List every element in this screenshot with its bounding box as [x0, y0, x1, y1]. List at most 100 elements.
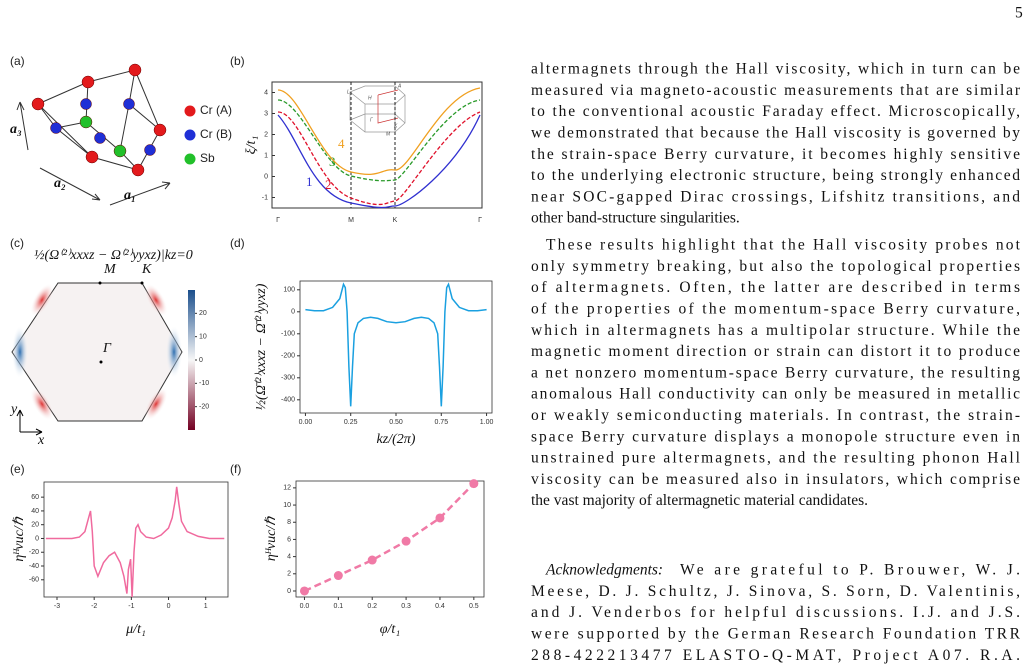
axis-label: a₁ [124, 188, 136, 203]
band [277, 87, 481, 176]
x-axis-label: kz/(2π) [377, 432, 416, 447]
y-tick-label: -20 [29, 549, 39, 556]
heatmap-title: ½(Ω⁽²⁾xxxz − Ω⁽²⁾yyxz)|kz=0 [34, 248, 193, 263]
x-tick-label: 0.3 [401, 603, 411, 610]
x-tick-label: 0.0 [300, 603, 310, 610]
crystal [16, 63, 171, 206]
y-tick-label: 8 [287, 519, 291, 526]
x-tick-label: 0.2 [367, 603, 377, 610]
x-tick-label: Γ [478, 217, 482, 224]
y-tick-label: -200 [281, 353, 295, 360]
y-axis-label: ηᴴvuc/ℏ [12, 516, 27, 561]
band-label: 1 [306, 174, 313, 189]
y-tick-label: -400 [281, 397, 295, 404]
x-tick-label: M [348, 217, 354, 224]
data-point [367, 555, 377, 565]
lead: Acknowledgments: [545, 562, 663, 579]
text-line: measured via magneto-acoustic measuremen… [531, 82, 1021, 99]
plot-frame [295, 480, 485, 598]
data-line [303, 482, 475, 593]
text-line: These results highlight that the Hall vi… [546, 237, 1021, 254]
y-tick-label: 10 [283, 502, 291, 509]
y-tick-label: 4 [287, 553, 291, 560]
y-tick-label: 4 [264, 89, 268, 96]
x-tick-label: -2 [91, 603, 97, 610]
y-tick-label: -40 [29, 563, 39, 570]
y-tick-label: 2 [287, 571, 291, 578]
x-tick-label: 0.1 [333, 603, 343, 610]
text-line: 288-422213477 ELASTO-Q-MAT, Project A07.… [531, 647, 1020, 664]
y-axis-label: ξ/t₁ [244, 136, 259, 155]
x-tick-label: 0.75 [434, 419, 448, 426]
x-tick-label: 0.25 [344, 419, 358, 426]
text-line: of altermagnets. Often, the latter are d… [531, 279, 1020, 296]
data-line [305, 282, 487, 407]
colorbar-tick-label: -10 [199, 380, 209, 387]
text-line: we demonstrated that because the Hall vi… [531, 124, 1020, 141]
axis-label: x [37, 433, 45, 448]
x-tick-label: 0.00 [299, 419, 313, 426]
text-line: which in altermagnets has a multipolar s… [531, 322, 1020, 339]
colorbar-tick-label: 0 [199, 357, 203, 364]
panel-label: (d) [230, 236, 245, 250]
y-tick-label: 0 [291, 309, 295, 316]
text-line: magnetic moment direction or strain can … [531, 343, 1020, 360]
inset-label: Γ [370, 117, 374, 123]
y-tick-label: 12 [283, 485, 291, 492]
panel-label: (b) [230, 54, 245, 68]
text-line: near SOC-gapped Dirac crossings, Lifshit… [531, 188, 1020, 205]
text-line: We are grateful to P. Brouwer, W. J. [680, 562, 1020, 579]
band [277, 111, 481, 206]
band [277, 99, 481, 182]
text-line: or weakly semiconducting materials. In c… [531, 407, 1020, 424]
y-tick-label: 0 [287, 588, 291, 595]
x-tick-label: -1 [128, 603, 134, 610]
x-tick-label: 1.00 [480, 419, 494, 426]
page-number: 5 [1015, 5, 1023, 22]
band-label: 2 [325, 177, 332, 192]
text-line: altermagnets through the Hall viscosity,… [531, 61, 1020, 78]
text-line: Meese, D. J. Schultz, J. Sinova, S. Sorn… [531, 583, 1020, 600]
plot-frame [271, 81, 483, 209]
plot-frame [299, 280, 493, 414]
y-axis-label: ½(Ω̄⁽²⁾xxxz − Ω̄⁽²⁾yyxz) [254, 283, 269, 410]
text-line: to the conventional acoustic Faraday eff… [531, 103, 1020, 120]
inset-label: H [368, 95, 372, 101]
legend-swatch [184, 153, 196, 165]
legend-swatch [184, 105, 196, 117]
text-line: space Berry curvature displays a monopol… [531, 428, 1020, 445]
y-tick-label: -60 [29, 577, 39, 584]
heatmap [11, 281, 195, 436]
text-line: unstrained pure altermagnets, and the re… [531, 450, 1020, 467]
y-tick-label: -1 [262, 194, 268, 201]
band-label: 3 [329, 154, 336, 169]
x-tick-label: 0 [167, 603, 171, 610]
text-line: the vast majority of altermagnetic mater… [531, 492, 868, 509]
x-tick-label: K [393, 217, 398, 224]
x-tick-label: 0.5 [469, 603, 479, 610]
inset-label: M [386, 131, 391, 137]
band-label: 4 [338, 136, 345, 151]
data-point [401, 536, 411, 546]
y-tick-label: 0 [35, 535, 39, 542]
y-tick-label: -300 [281, 375, 295, 382]
x-axis-label: μ/t₁ [125, 622, 146, 637]
text-line: to the underlying electronic structure, … [531, 167, 1020, 184]
y-tick-label: -100 [281, 331, 295, 338]
text-line: of the properties of the momentum-space … [531, 300, 1020, 317]
x-tick-label: 0.4 [435, 603, 445, 610]
legend-label: Sb [200, 151, 215, 165]
y-tick-label: 20 [31, 522, 39, 529]
band [277, 114, 481, 209]
text-line: viscosity can be measured also in insula… [531, 471, 1020, 488]
panel-label: (f) [230, 462, 241, 476]
inset-label: A [397, 83, 402, 89]
data-point [469, 479, 479, 489]
legend-label: Cr (B) [200, 127, 232, 141]
legend-label: Cr (A) [200, 103, 232, 117]
y-axis-label: ηᴴvuc/ℏ [264, 516, 279, 561]
x-tick-label: Γ [276, 217, 280, 224]
data-point [333, 571, 343, 581]
y-tick-label: 1 [264, 152, 268, 159]
